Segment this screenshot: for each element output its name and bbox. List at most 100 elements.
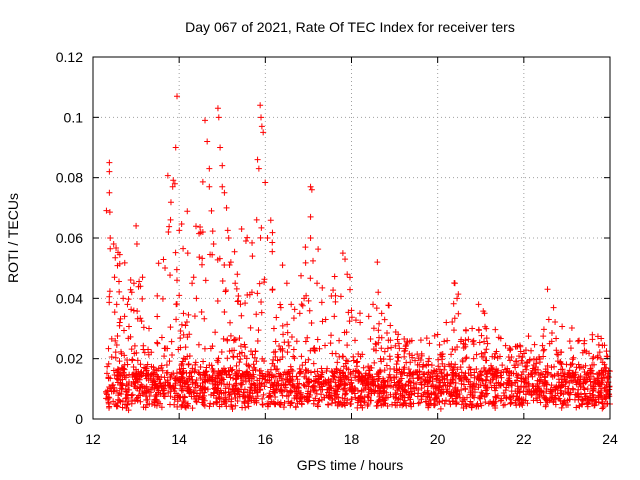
data-point (173, 266, 180, 273)
data-point (226, 261, 233, 268)
data-point (581, 337, 588, 344)
data-point (291, 306, 298, 313)
data-point (452, 361, 459, 368)
data-point (298, 353, 305, 360)
data-point (176, 366, 183, 373)
data-point (570, 386, 577, 393)
data-point (434, 384, 441, 391)
data-point (436, 366, 443, 373)
data-point (310, 360, 317, 367)
data-point (216, 370, 223, 377)
data-point (193, 223, 199, 230)
data-point (531, 370, 538, 377)
data-point (233, 285, 240, 292)
data-point (559, 366, 566, 373)
data-point (339, 369, 346, 376)
data-point (332, 350, 339, 357)
data-point (257, 234, 264, 241)
data-point (425, 358, 432, 365)
data-point (544, 362, 551, 369)
data-point (214, 381, 221, 388)
data-point (534, 383, 541, 390)
data-point (527, 389, 534, 396)
data-point (312, 347, 319, 354)
data-point (196, 254, 203, 261)
data-point (116, 251, 123, 258)
data-point (104, 363, 111, 370)
data-point (217, 387, 224, 394)
data-point (232, 394, 239, 401)
data-point (495, 334, 502, 341)
data-point (125, 296, 132, 303)
data-point (602, 368, 609, 375)
data-point (311, 345, 318, 352)
data-point (555, 351, 562, 358)
data-point (434, 398, 441, 405)
data-point (376, 320, 383, 327)
data-point (221, 308, 228, 315)
data-point (285, 342, 292, 349)
data-point (339, 394, 346, 401)
data-point (227, 319, 234, 326)
data-point (489, 366, 496, 373)
data-point (214, 399, 221, 406)
data-point (380, 356, 387, 363)
data-point (518, 400, 525, 407)
data-point (442, 397, 449, 404)
data-point (418, 385, 425, 392)
data-point (258, 299, 265, 306)
data-point (594, 333, 601, 340)
data-point (433, 394, 440, 401)
data-point (223, 403, 230, 410)
data-point (259, 370, 266, 377)
data-point (161, 385, 168, 392)
data-point (219, 183, 226, 190)
data-point (143, 383, 150, 390)
data-point (519, 353, 526, 360)
data-point (458, 369, 465, 376)
data-point (344, 342, 351, 349)
data-point (239, 370, 246, 377)
data-point (139, 274, 146, 281)
data-point (359, 379, 366, 386)
data-point (185, 361, 192, 368)
data-point (166, 382, 173, 389)
data-point (103, 207, 110, 214)
data-point (124, 301, 131, 308)
data-point (577, 383, 584, 390)
data-point (172, 144, 179, 151)
data-point (462, 326, 469, 333)
data-point (454, 386, 461, 393)
data-point (137, 383, 144, 390)
data-point (116, 260, 123, 267)
data-point (107, 235, 114, 241)
data-point (455, 291, 462, 298)
data-point (516, 388, 523, 395)
data-point (251, 354, 258, 361)
data-point (540, 389, 547, 396)
data-point (374, 390, 381, 397)
data-point (137, 315, 144, 322)
data-point (417, 337, 424, 344)
data-point (455, 310, 462, 317)
data-point (305, 368, 312, 375)
data-point (417, 356, 424, 363)
data-point (351, 390, 358, 397)
data-point (114, 366, 121, 373)
data-point (290, 315, 297, 322)
data-point (571, 396, 578, 403)
data-point (173, 301, 180, 308)
data-point (362, 374, 369, 381)
data-point (297, 389, 304, 396)
data-point (118, 390, 125, 397)
data-point (329, 396, 336, 403)
data-point (407, 382, 414, 389)
data-point (465, 370, 472, 377)
data-point (462, 337, 469, 344)
data-point (135, 371, 142, 378)
data-point (178, 220, 185, 227)
data-point (219, 277, 226, 284)
data-point (314, 368, 321, 375)
data-point (305, 356, 312, 363)
data-point (271, 363, 278, 370)
